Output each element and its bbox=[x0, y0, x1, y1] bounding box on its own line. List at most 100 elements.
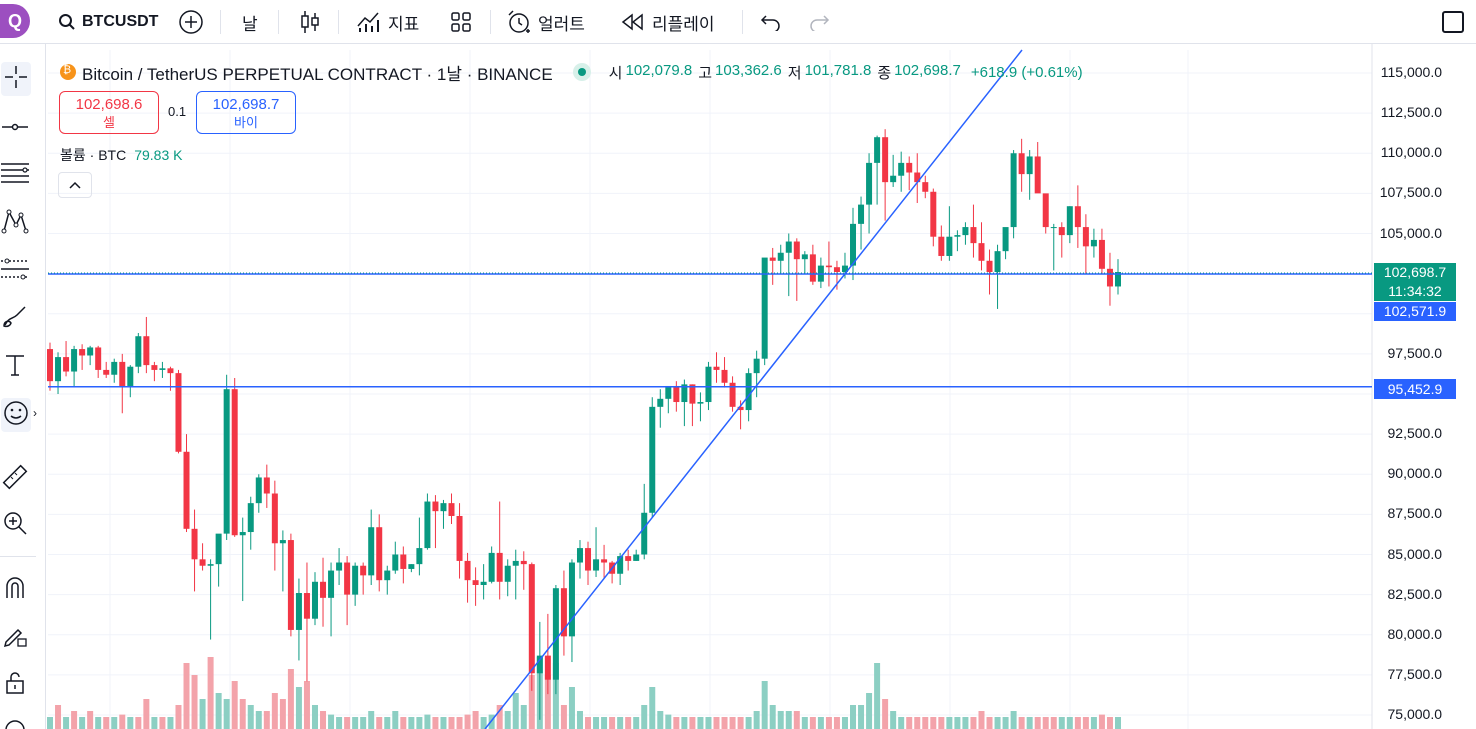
candle-body bbox=[785, 241, 792, 253]
volume-bar bbox=[504, 711, 511, 729]
candle-body bbox=[1115, 272, 1121, 287]
volume-bar bbox=[681, 717, 688, 729]
candle-body bbox=[1106, 268, 1113, 287]
volume-bar bbox=[119, 714, 126, 729]
low-value: 101,781.8 bbox=[804, 61, 872, 79]
symbol-search[interactable]: BTCUSDT bbox=[58, 8, 158, 36]
volume-legend[interactable]: 볼륨 · BTC 79.83 K bbox=[60, 145, 182, 165]
candle-body bbox=[47, 349, 53, 382]
visibility-tool[interactable] bbox=[0, 712, 30, 729]
prediction-tool[interactable] bbox=[0, 254, 30, 288]
market-status-icon[interactable] bbox=[572, 63, 591, 81]
symbol-title[interactable]: Bitcoin / TetherUS PERPETUAL CONTRACT · … bbox=[82, 64, 553, 84]
hline-2-tag: 95,452.9 bbox=[1374, 379, 1456, 399]
expand-arrow-icon[interactable]: › bbox=[33, 406, 37, 420]
measure-tool[interactable] bbox=[0, 462, 30, 496]
candle-body bbox=[328, 570, 335, 598]
candle-body bbox=[890, 175, 897, 183]
price-tick-label: 75,000.0 bbox=[1387, 706, 1443, 722]
emoji-tool[interactable] bbox=[1, 398, 31, 432]
volume-bar bbox=[496, 705, 503, 729]
volume-bar bbox=[159, 717, 166, 729]
volume-bar bbox=[1010, 711, 1017, 729]
volume-bar bbox=[352, 717, 359, 729]
toolbar-divider bbox=[338, 10, 339, 34]
undo-icon bbox=[760, 13, 782, 31]
replay-button[interactable]: 리플레이 bbox=[620, 8, 715, 36]
magnet-icon bbox=[2, 574, 28, 605]
candle-body bbox=[970, 227, 977, 244]
volume-bar bbox=[769, 705, 776, 729]
magnet-tool[interactable] bbox=[0, 572, 30, 606]
candle-body bbox=[922, 182, 929, 192]
candle-body bbox=[1018, 153, 1025, 175]
redo-button[interactable] bbox=[808, 8, 830, 36]
collapse-legend-button[interactable] bbox=[58, 172, 92, 198]
add-circle-icon bbox=[178, 9, 204, 35]
candle-body bbox=[729, 382, 736, 407]
volume-value: 79.83 K bbox=[134, 147, 183, 163]
chart-type-button[interactable] bbox=[298, 8, 322, 36]
candle-body bbox=[858, 204, 865, 224]
undo-button[interactable] bbox=[760, 8, 782, 36]
volume-bar bbox=[1115, 717, 1121, 729]
volume-bar bbox=[761, 681, 768, 729]
volume-bar bbox=[801, 717, 808, 729]
candle-body bbox=[175, 373, 182, 452]
volume-bar bbox=[295, 687, 302, 729]
candle-body bbox=[552, 588, 559, 680]
trendline-tool[interactable] bbox=[0, 112, 30, 146]
interval-button[interactable]: 날 bbox=[242, 8, 258, 36]
zoom-tool[interactable] bbox=[0, 508, 30, 542]
candle-body bbox=[432, 501, 439, 512]
volume-bar bbox=[287, 669, 294, 729]
fib-tool[interactable] bbox=[0, 158, 30, 192]
indicators-button[interactable]: 지표 bbox=[356, 8, 419, 36]
volume-bar bbox=[440, 717, 447, 729]
volume-bar bbox=[601, 717, 608, 729]
toolbar-divider bbox=[278, 10, 279, 34]
candle-body bbox=[601, 559, 608, 563]
price-tick-label: 80,000.0 bbox=[1387, 625, 1443, 642]
candle-body bbox=[1010, 153, 1017, 228]
candle-body bbox=[673, 385, 680, 403]
sell-button[interactable]: 102,698.6 셀 bbox=[59, 91, 159, 134]
volume-bar bbox=[745, 717, 752, 729]
user-avatar[interactable]: Q bbox=[0, 4, 30, 38]
volume-bar bbox=[175, 705, 182, 729]
brush-tool[interactable] bbox=[0, 302, 30, 336]
buy-button[interactable]: 102,698.7 바이 bbox=[196, 91, 296, 134]
candle-body bbox=[560, 588, 567, 637]
volume-bar bbox=[962, 717, 969, 729]
crosshair-tool[interactable] bbox=[1, 62, 31, 96]
lock-tool[interactable] bbox=[0, 668, 30, 702]
text-tool[interactable] bbox=[0, 350, 30, 384]
volume-bar bbox=[705, 717, 712, 729]
compare-button[interactable] bbox=[178, 8, 204, 36]
candle-body bbox=[320, 581, 327, 598]
fullscreen-icon[interactable] bbox=[1442, 11, 1464, 33]
lock-drawing-tool[interactable] bbox=[0, 620, 30, 654]
pattern-tool[interactable] bbox=[0, 206, 30, 240]
layouts-button[interactable] bbox=[450, 8, 472, 36]
candle-body bbox=[520, 560, 527, 565]
candle-body bbox=[55, 357, 62, 382]
ruler-icon bbox=[1, 463, 29, 496]
candle-body bbox=[143, 336, 150, 366]
buy-price: 102,698.7 bbox=[212, 96, 280, 113]
open-label: 시 bbox=[608, 64, 623, 82]
volume-bar bbox=[424, 714, 431, 729]
volume-bar bbox=[488, 714, 495, 729]
volume-bar bbox=[512, 693, 519, 729]
candle-body bbox=[962, 227, 969, 236]
close-value: 102,698.7 bbox=[894, 61, 961, 79]
alarm-clock-icon bbox=[506, 9, 532, 35]
volume-bar bbox=[432, 717, 439, 729]
volume-bar bbox=[408, 717, 415, 729]
price-tick-label: 87,500.0 bbox=[1387, 505, 1443, 522]
forecast-icon bbox=[1, 255, 29, 288]
alerts-button[interactable]: 얼러트 bbox=[506, 8, 585, 36]
candle-body bbox=[271, 493, 278, 544]
volume-bar bbox=[585, 717, 592, 729]
candle-body bbox=[528, 564, 535, 674]
